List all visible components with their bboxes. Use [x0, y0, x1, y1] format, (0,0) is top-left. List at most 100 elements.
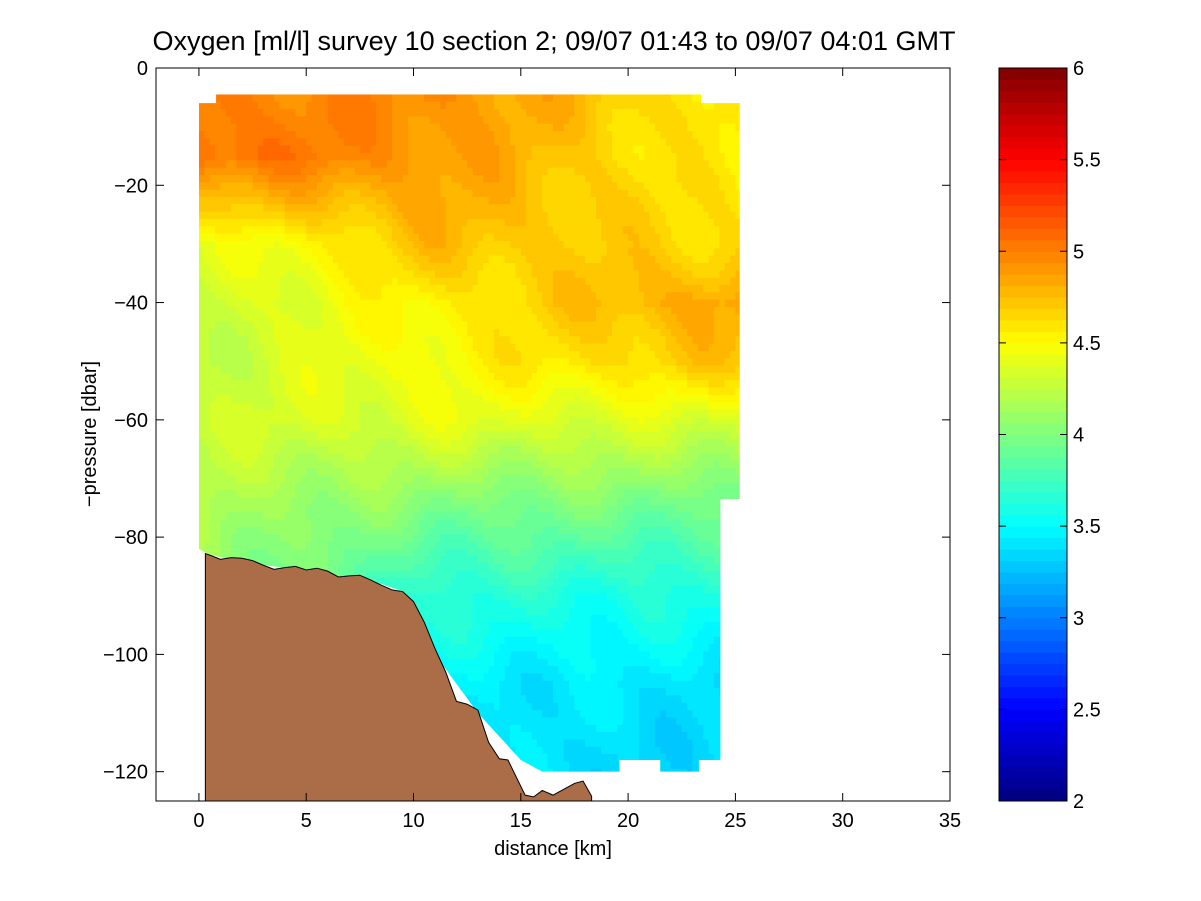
oxygen-cell	[424, 365, 431, 374]
oxygen-cell	[451, 438, 458, 447]
oxygen-cell	[231, 233, 238, 242]
oxygen-cell	[424, 138, 431, 147]
oxygen-cell	[215, 438, 221, 447]
oxygen-cell	[338, 138, 345, 147]
oxygen-cell	[477, 116, 484, 125]
oxygen-cell	[236, 197, 243, 205]
oxygen-cell	[418, 585, 425, 594]
oxygen-cell	[225, 94, 232, 103]
oxygen-cell	[204, 101, 211, 110]
oxygen-cell	[359, 438, 366, 447]
oxygen-cell	[349, 460, 356, 469]
oxygen-cell	[408, 460, 415, 469]
oxygen-cell	[429, 460, 436, 469]
oxygen-cell	[349, 197, 356, 205]
oxygen-cell	[247, 204, 254, 213]
oxygen-cell	[338, 365, 345, 374]
oxygen-cell	[381, 109, 388, 117]
oxygen-cell	[263, 497, 270, 506]
oxygen-cell	[209, 380, 216, 389]
oxygen-cell	[204, 219, 211, 227]
oxygen-cell	[257, 475, 264, 484]
oxygen-cell	[408, 240, 415, 249]
oxygen-cell	[257, 519, 264, 528]
oxygen-cell	[316, 248, 323, 257]
oxygen-cell	[359, 519, 366, 528]
oxygen-cell	[209, 541, 216, 550]
oxygen-cell	[241, 358, 248, 367]
oxygen-cell	[290, 189, 297, 198]
oxygen-cell	[456, 321, 463, 330]
oxygen-cell	[279, 402, 286, 411]
oxygen-cell	[424, 402, 431, 411]
oxygen-cell	[215, 116, 221, 125]
oxygen-cell	[338, 409, 345, 418]
oxygen-cell	[354, 372, 361, 381]
oxygen-cell	[467, 512, 474, 521]
oxygen-cell	[241, 512, 248, 521]
oxygen-cell	[215, 497, 221, 506]
oxygen-cell	[456, 145, 463, 154]
oxygen-cell	[349, 372, 356, 381]
oxygen-cell	[241, 446, 248, 455]
oxygen-cell	[375, 475, 382, 484]
oxygen-cell	[370, 380, 377, 389]
oxygen-cell	[359, 372, 366, 381]
oxygen-cell	[472, 402, 479, 411]
oxygen-cell	[209, 475, 216, 484]
oxygen-cell	[300, 526, 307, 535]
oxygen-cell	[327, 372, 334, 381]
oxygen-cell	[418, 219, 425, 227]
oxygen-cell	[316, 328, 323, 337]
oxygen-cell	[295, 526, 302, 535]
oxygen-cell	[375, 240, 382, 249]
oxygen-cell	[445, 292, 452, 301]
oxygen-cell	[386, 262, 393, 271]
oxygen-cell	[220, 431, 227, 440]
oxygen-cell	[456, 651, 463, 660]
oxygen-cell	[322, 468, 329, 477]
oxygen-cell	[327, 116, 334, 125]
oxygen-cell	[359, 160, 366, 169]
oxygen-cell	[413, 145, 420, 154]
oxygen-cell	[408, 336, 415, 345]
oxygen-cell	[263, 101, 270, 110]
oxygen-cell	[445, 358, 452, 367]
oxygen-cell	[241, 248, 248, 257]
oxygen-cell	[220, 416, 227, 425]
oxygen-cell	[333, 270, 339, 279]
oxygen-cell	[316, 460, 323, 469]
oxygen-cell	[375, 233, 382, 242]
oxygen-cell	[306, 438, 313, 447]
oxygen-cell	[467, 262, 474, 271]
oxygen-cell	[472, 578, 479, 587]
oxygen-cell	[236, 431, 243, 440]
oxygen-cell	[408, 248, 415, 257]
oxygen-cell	[241, 504, 248, 513]
oxygen-cell	[429, 409, 436, 418]
oxygen-cell	[279, 160, 286, 169]
oxygen-cell	[236, 189, 243, 198]
oxygen-cell	[295, 336, 302, 345]
oxygen-cell	[349, 380, 356, 389]
oxygen-cell	[370, 409, 377, 418]
oxygen-cell	[290, 358, 297, 367]
oxygen-cell	[413, 534, 420, 543]
oxygen-cell	[434, 438, 441, 447]
oxygen-cell	[311, 365, 318, 374]
oxygen-cell	[418, 153, 425, 161]
oxygen-cell	[284, 328, 291, 337]
oxygen-cell	[392, 504, 399, 513]
oxygen-cell	[440, 578, 447, 587]
oxygen-cell	[204, 211, 211, 220]
oxygen-cell	[477, 160, 484, 169]
oxygen-cell	[461, 109, 468, 117]
oxygen-cell	[354, 468, 361, 477]
oxygen-cell	[451, 131, 458, 139]
oxygen-cell	[306, 116, 313, 125]
oxygen-cell	[472, 651, 479, 660]
oxygen-cell	[204, 109, 211, 117]
oxygen-cell	[349, 387, 356, 396]
oxygen-cell	[284, 453, 291, 462]
oxygen-cell	[386, 512, 393, 521]
